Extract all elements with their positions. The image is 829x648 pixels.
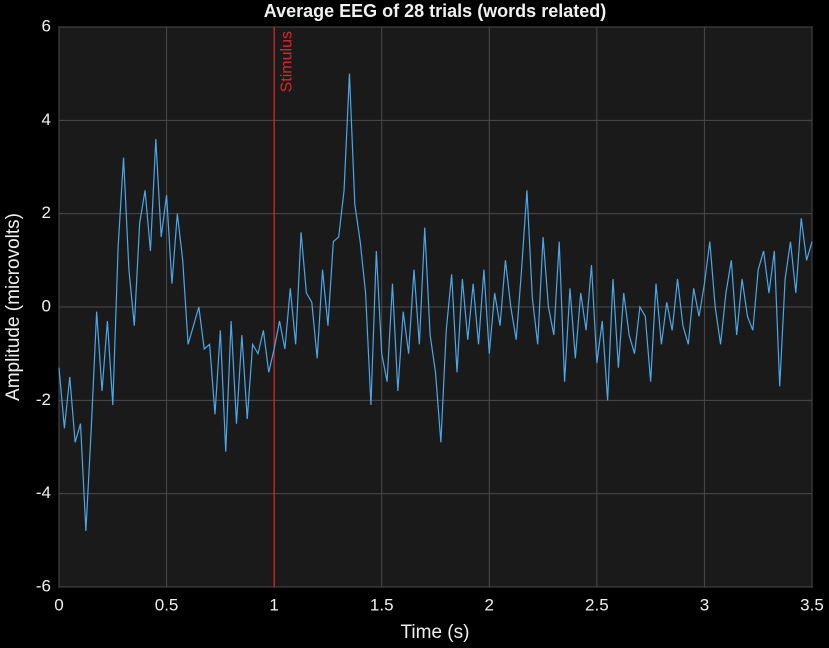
x-tick-label: 0 xyxy=(54,595,63,614)
y-tick-label: -4 xyxy=(36,483,51,502)
y-tick-label: 6 xyxy=(42,16,51,35)
chart-title: Average EEG of 28 trials (words related) xyxy=(264,1,606,21)
data-line xyxy=(58,73,813,532)
y-tick-label: 4 xyxy=(42,110,51,129)
y-tick-label: 0 xyxy=(42,296,51,315)
x-tick-label: 1.5 xyxy=(370,595,394,614)
x-tick-label: 0.5 xyxy=(155,595,179,614)
y-tick-label: -2 xyxy=(36,390,51,409)
y-tick-label: 2 xyxy=(42,203,51,222)
stimulus-label: Stimulus xyxy=(278,31,295,92)
x-tick-label: 3 xyxy=(700,595,709,614)
y-axis-label: Amplitude (microvolts) xyxy=(3,213,24,401)
x-tick-label: 2 xyxy=(485,595,494,614)
x-axis-label: Time (s) xyxy=(401,622,470,643)
x-tick-label: 3.5 xyxy=(800,595,824,614)
x-tick-label: 2.5 xyxy=(585,595,609,614)
x-tick-label: 1 xyxy=(269,595,278,614)
y-tick-label: -6 xyxy=(36,576,51,595)
